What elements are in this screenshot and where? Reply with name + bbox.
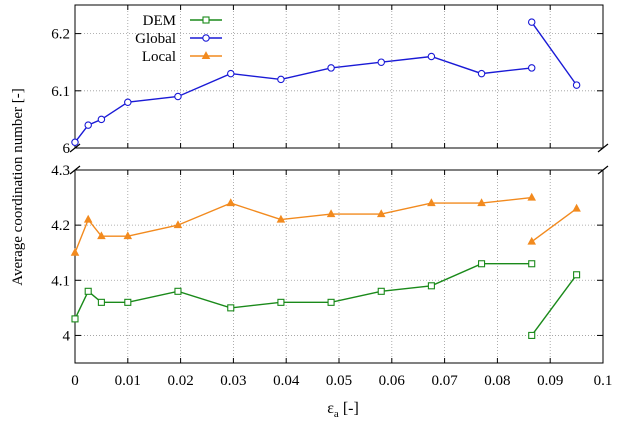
- lower-grid: [75, 170, 603, 363]
- x-tick-label: 0.05: [326, 373, 352, 389]
- dem-series-line: [74, 263, 532, 320]
- global-data-point: [527, 18, 536, 26]
- legend-marker-local: [201, 51, 211, 59]
- legend-label-global: Global: [135, 31, 176, 47]
- global-series-line: [74, 55, 532, 143]
- local-data-point: [97, 231, 106, 240]
- dem-data-point: [84, 287, 92, 295]
- global-data-point: [477, 69, 486, 78]
- x-tick-label: 0.06: [379, 373, 406, 389]
- x-tick-label: 0.04: [273, 373, 300, 389]
- legend-label-dem: DEM: [143, 13, 176, 29]
- lower-y-tick-label: 4: [63, 328, 71, 344]
- dem-data-point: [528, 331, 536, 339]
- x-tick-label: 0.02: [167, 373, 193, 389]
- x-tick-label: 0.08: [484, 373, 510, 389]
- global-data-point: [572, 81, 581, 89]
- tick-marks: [74, 5, 604, 363]
- local-data-point: [173, 220, 183, 229]
- x-axis-label-subscript: a: [334, 408, 339, 420]
- global-data-point: [227, 69, 235, 78]
- dem-data-point: [573, 271, 581, 279]
- local-data-point: [427, 198, 436, 207]
- dem-data-point: [174, 287, 182, 295]
- local-data-point: [527, 236, 536, 245]
- local-data-point: [326, 209, 336, 218]
- legend-marker-global: [202, 34, 210, 42]
- x-tick-label: 0: [71, 373, 79, 389]
- dem-data-point: [327, 298, 335, 306]
- global-data-point: [277, 75, 285, 84]
- legend: DEM Global Local: [135, 13, 222, 65]
- global-data-point: [174, 92, 182, 101]
- global-data-point: [84, 121, 92, 129]
- y-axis-label: Average coordination number [-]: [10, 88, 26, 286]
- x-tick-label: 0.01: [115, 373, 141, 389]
- dem-data-point: [97, 298, 105, 306]
- global-data-point: [97, 115, 106, 124]
- global-series-line: [531, 21, 578, 86]
- dem-data-point: [478, 260, 486, 268]
- x-tick-label: 0.03: [220, 373, 246, 389]
- dem-data-point: [427, 282, 435, 290]
- dem-data-point: [528, 260, 536, 268]
- local-data-point: [123, 231, 133, 240]
- x-axis-label-main: ε: [327, 400, 334, 417]
- lower-y-tick-label: 4.1: [51, 273, 70, 289]
- tick-labels: 6 6.1 6.2 4 4.1 4.2 4.3 0 0.01 0.02 0.03 0.04 0.05 0.…: [51, 27, 612, 389]
- local-data-point: [376, 209, 386, 218]
- dem-series-line: [531, 274, 578, 336]
- x-axis-label-unit: [-]: [339, 400, 359, 417]
- dem-data-point: [71, 315, 79, 323]
- upper-y-tick-label: 6.2: [51, 27, 70, 43]
- local-data-point: [527, 192, 536, 201]
- legend-label-local: Local: [142, 49, 176, 65]
- global-data-point: [527, 64, 536, 72]
- global-data-point: [427, 52, 436, 61]
- local-series-line: [531, 208, 578, 243]
- upper-grid: [75, 5, 603, 148]
- lower-y-tick-label: 4.2: [51, 218, 70, 234]
- local-data-point: [70, 247, 80, 256]
- x-tick-label: 0.07: [431, 373, 458, 389]
- upper-y-tick-label: 6: [63, 141, 71, 157]
- lower-y-tick-label: 4.3: [51, 163, 70, 179]
- x-axis-label: εa [-]: [327, 400, 359, 420]
- x-tick-label: 0.09: [537, 373, 563, 389]
- local-data-point: [572, 203, 581, 212]
- local-data-point: [226, 198, 236, 207]
- dem-data-point: [227, 304, 235, 312]
- local-data-point: [83, 214, 93, 223]
- local-data-point: [477, 198, 486, 207]
- local-data-point: [276, 214, 286, 223]
- local-series-line: [74, 196, 532, 253]
- dem-data-point: [277, 298, 285, 306]
- global-data-point: [377, 58, 385, 66]
- upper-y-tick-label: 6.1: [51, 84, 70, 100]
- legend-marker-dem: [202, 16, 210, 24]
- series-lines: [70, 18, 581, 339]
- global-data-point: [327, 64, 335, 72]
- dem-data-point: [124, 298, 132, 306]
- dem-data-point: [377, 287, 385, 295]
- global-data-point: [71, 138, 79, 147]
- global-data-point: [124, 98, 132, 106]
- x-tick-label: 0.1: [594, 373, 613, 389]
